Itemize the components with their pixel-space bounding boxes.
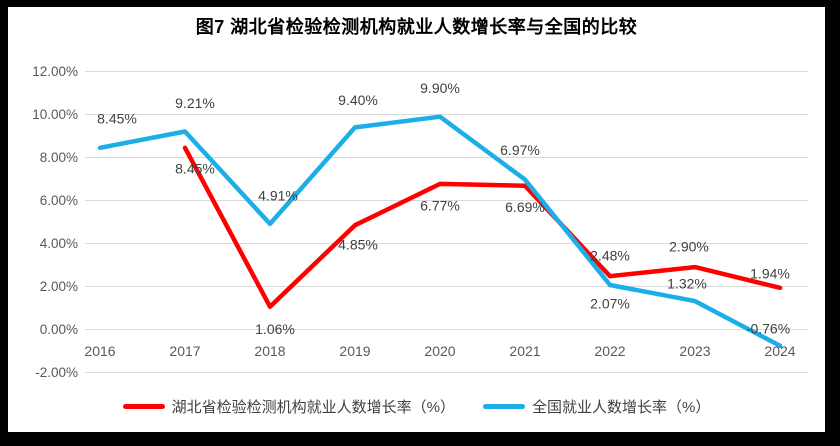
data-label: 8.45%: [175, 160, 215, 176]
data-label: 1.06%: [255, 321, 295, 337]
x-axis-tick-label: 2023: [679, 343, 710, 359]
data-label: 9.40%: [338, 92, 378, 108]
data-label: 2.90%: [669, 239, 709, 255]
legend-label-national: 全国就业人数增长率（%）: [532, 399, 711, 416]
y-axis-tick-label: 12.00%: [32, 64, 78, 79]
x-axis-tick-label: 2024: [764, 343, 795, 359]
x-axis-tick-label: 2020: [424, 343, 455, 359]
data-label: 9.90%: [420, 80, 460, 96]
chart-page-background: [8, 7, 825, 432]
chart-legend: 湖北省检验检测机构就业人数增长率（%） 全国就业人数增长率（%）: [8, 396, 825, 417]
series-line-0: [182, 145, 783, 309]
y-axis-tick-label: 0.00%: [40, 322, 78, 337]
data-label: 6.77%: [420, 197, 460, 213]
data-label: 6.97%: [500, 142, 540, 158]
data-label: 1.94%: [750, 265, 790, 281]
x-axis-tick-label: 2016: [84, 343, 115, 359]
y-axis-tick-label: 10.00%: [32, 107, 78, 122]
legend-marker-hubei-line: [122, 404, 165, 409]
y-axis-tick-label: 4.00%: [40, 236, 78, 251]
legend-label-hubei: 湖北省检验检测机构就业人数增长率（%）: [171, 399, 455, 416]
data-label: 1.32%: [667, 276, 707, 292]
x-axis-tick-label: 2022: [594, 343, 625, 359]
data-label: 6.69%: [505, 199, 545, 215]
legend-item-national: 全国就业人数增长率（%）: [483, 396, 710, 417]
x-axis-tick-label: 2021: [509, 343, 540, 359]
y-axis-tick-label: -2.00%: [35, 365, 78, 380]
y-axis-tick-label: 6.00%: [40, 193, 78, 208]
data-label: 2.48%: [590, 248, 630, 264]
y-axis-tick-label: 8.00%: [40, 150, 78, 165]
data-label: 4.85%: [338, 237, 378, 253]
x-axis-tick-label: 2017: [169, 343, 200, 359]
data-label: 4.91%: [258, 187, 298, 203]
data-label: 8.45%: [97, 110, 137, 126]
x-axis-tick-label: 2018: [254, 343, 285, 359]
x-axis-tick-label: 2019: [339, 343, 370, 359]
y-axis-tick-label: 2.00%: [40, 279, 78, 294]
chart-title: 图7 湖北省检验检测机构就业人数增长率与全国的比较: [195, 17, 638, 37]
legend-marker-national-line: [483, 404, 525, 409]
series-line-1: [97, 114, 783, 349]
data-label: 2.07%: [590, 296, 630, 312]
data-label: -0.76%: [746, 320, 790, 336]
legend-item-hubei: 湖北省检验检测机构就业人数增长率（%）: [122, 396, 455, 417]
data-label: 9.21%: [175, 95, 215, 111]
